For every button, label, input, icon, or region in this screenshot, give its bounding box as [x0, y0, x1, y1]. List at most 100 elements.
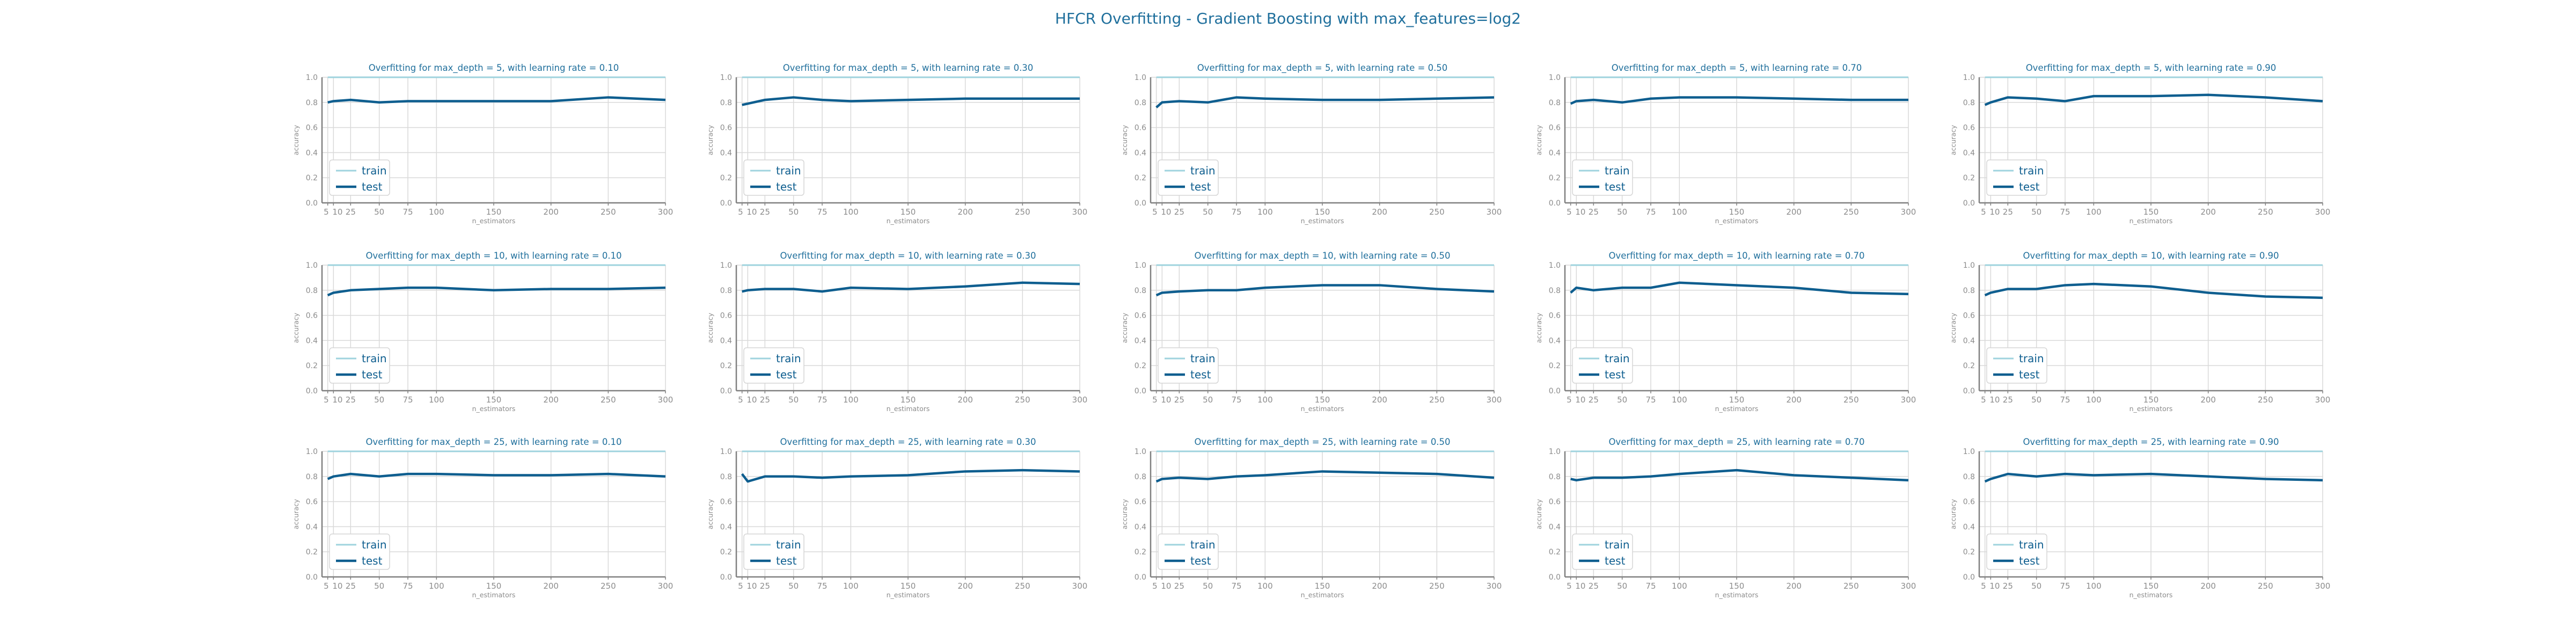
x-tick-label: 200	[1372, 395, 1387, 405]
x-tick-label: 100	[843, 581, 859, 591]
x-tick-label: 10	[332, 581, 342, 591]
x-tick-label: 250	[601, 581, 616, 591]
y-tick-label: 1.0	[1963, 261, 1975, 270]
x-tick-label: 150	[486, 395, 502, 405]
y-axis-label: accuracy	[1949, 312, 1957, 343]
x-tick-label: 200	[1786, 581, 1802, 591]
legend-label-train: train	[362, 164, 387, 177]
x-tick-label: 300	[2315, 207, 2331, 217]
x-tick-label: 25	[346, 207, 356, 217]
y-axis-label: accuracy	[1535, 312, 1543, 343]
y-tick-label: 0.2	[1549, 548, 1561, 557]
x-tick-label: 250	[1429, 581, 1445, 591]
y-tick-label: 0.8	[720, 99, 732, 107]
x-tick-label: 300	[658, 581, 674, 591]
x-tick-label: 250	[1429, 207, 1445, 217]
legend: train test	[743, 347, 804, 384]
x-tick-label: 5	[324, 581, 329, 591]
x-tick-label: 75	[817, 395, 827, 405]
y-tick-label: 0.6	[1135, 498, 1146, 507]
legend: train test	[1986, 347, 2047, 384]
y-tick-label: 0.6	[720, 312, 732, 320]
legend-label-train: train	[2019, 352, 2044, 365]
x-tick-label: 50	[374, 207, 384, 217]
y-tick-label: 0.2	[720, 174, 732, 182]
x-axis-label: n_estimators	[1715, 405, 1759, 413]
series-line-test	[742, 281, 1080, 293]
x-tick-label: 150	[1315, 395, 1330, 405]
x-tick-label: 100	[1672, 395, 1687, 405]
y-tick-label: 1.0	[306, 74, 318, 82]
y-tick-label: 0.2	[1135, 362, 1146, 370]
y-tick-label: 1.0	[1549, 261, 1561, 270]
x-tick-label: 250	[1015, 207, 1030, 217]
subplot-14: 0.0 0.2 0.4 0.6 0.8 1.0 5 10 25 50 75 100 150 200 250 3…	[1535, 437, 1916, 599]
x-tick-label: 300	[658, 207, 674, 217]
y-tick-label: 0.8	[1549, 287, 1561, 295]
y-tick-label: 0.4	[720, 336, 732, 345]
y-tick-label: 0.8	[720, 287, 732, 295]
x-tick-label: 10	[747, 207, 757, 217]
subplot-title: Overfitting for max_depth = 5, with lear…	[2026, 63, 2277, 74]
series-line-test	[1570, 281, 1909, 296]
x-axis-label: n_estimators	[1301, 591, 1344, 599]
x-tick-label: 50	[1203, 395, 1213, 405]
legend-label-test: test	[776, 554, 797, 567]
x-tick-label: 50	[1617, 581, 1627, 591]
legend: train test	[1572, 347, 1633, 384]
subplot-title: Overfitting for max_depth = 25, with lea…	[365, 437, 621, 448]
x-tick-label: 50	[788, 207, 799, 217]
y-axis-label: accuracy	[1535, 125, 1543, 155]
y-tick-label: 0.6	[306, 498, 318, 507]
y-tick-label: 0.0	[1549, 573, 1561, 582]
x-tick-label: 150	[486, 581, 502, 591]
x-tick-label: 300	[1487, 581, 1502, 591]
x-tick-label: 5	[1981, 207, 1986, 217]
series-line-test	[1155, 96, 1495, 108]
x-tick-label: 300	[1901, 207, 1916, 217]
y-tick-label: 0.0	[1963, 573, 1975, 582]
x-tick-label: 10	[1575, 207, 1585, 217]
x-tick-label: 5	[1152, 207, 1158, 217]
y-axis-label: accuracy	[706, 499, 714, 529]
y-tick-label: 0.6	[1963, 498, 1975, 507]
x-axis-label: n_estimators	[472, 217, 516, 225]
y-tick-label: 0.0	[1135, 387, 1146, 396]
y-tick-label: 0.8	[1135, 287, 1146, 295]
y-tick-label: 0.0	[720, 199, 732, 208]
y-tick-label: 0.2	[306, 174, 318, 182]
x-tick-label: 300	[1072, 395, 1088, 405]
x-tick-label: 10	[1161, 395, 1171, 405]
legend-label-train: train	[1190, 538, 1216, 551]
y-tick-label: 1.0	[720, 448, 732, 456]
series-line-test	[1155, 470, 1495, 483]
y-tick-label: 0.0	[720, 387, 732, 396]
x-tick-label: 75	[1231, 207, 1241, 217]
x-tick-label: 10	[332, 207, 342, 217]
y-tick-label: 0.0	[306, 387, 318, 396]
x-tick-label: 10	[1161, 581, 1171, 591]
x-tick-label: 250	[1843, 581, 1859, 591]
y-tick-label: 0.2	[306, 362, 318, 370]
x-tick-label: 100	[1257, 395, 1273, 405]
x-tick-label: 50	[788, 581, 799, 591]
y-tick-label: 0.6	[1135, 124, 1146, 133]
series-line-test	[1570, 96, 1908, 105]
x-tick-label: 150	[1729, 581, 1745, 591]
y-tick-label: 1.0	[1963, 74, 1975, 82]
y-tick-label: 0.8	[1963, 99, 1975, 107]
legend-label-test: test	[2019, 368, 2040, 381]
x-tick-label: 50	[788, 395, 799, 405]
x-tick-label: 10	[1989, 581, 2000, 591]
x-tick-label: 10	[332, 395, 342, 405]
y-axis-label: accuracy	[706, 125, 714, 155]
y-tick-label: 0.2	[720, 362, 732, 370]
y-tick-label: 1.0	[720, 261, 732, 270]
legend-label-train: train	[1605, 164, 1630, 177]
x-tick-label: 200	[1786, 395, 1802, 405]
x-tick-label: 25	[346, 581, 356, 591]
figure-title: HFCR Overfitting - Gradient Boosting wit…	[1055, 10, 1521, 27]
x-tick-label: 100	[1257, 581, 1273, 591]
x-tick-label: 100	[429, 207, 444, 217]
y-tick-label: 0.4	[1549, 149, 1561, 157]
